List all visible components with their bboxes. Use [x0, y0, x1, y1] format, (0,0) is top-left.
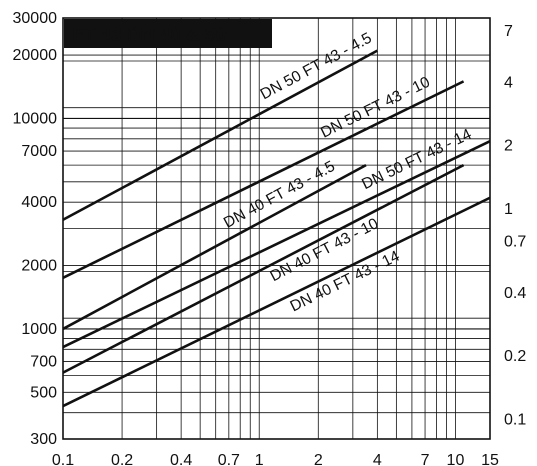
y2-tick-label: 2	[504, 138, 513, 155]
y-tick-label: 30000	[13, 10, 58, 27]
y-tick-label: 10000	[13, 110, 58, 127]
series-line	[62, 196, 491, 408]
y-tick-label: 1000	[21, 321, 57, 338]
y-tick-label: 7000	[21, 143, 57, 160]
x-tick-label: 4	[373, 452, 382, 466]
x-tick-label: 0.2	[111, 452, 133, 466]
x-tick-label: 2	[314, 452, 323, 466]
y-tick-label: 4000	[21, 194, 57, 211]
series-label: DN 40 FT 43 - 4.5	[221, 158, 338, 232]
series-line	[62, 80, 465, 279]
y2-tick-label: 4	[504, 74, 513, 91]
x-tick-label: 0.1	[52, 452, 74, 466]
y2-tick-label: 0.2	[504, 348, 526, 365]
y2-tick-label: 0.7	[504, 234, 526, 251]
title-box	[64, 19, 272, 48]
series-line	[62, 49, 378, 221]
x-tick-label: 0.4	[170, 452, 192, 466]
series-line	[62, 163, 465, 374]
series-line	[62, 139, 491, 349]
x-axis-ticks: 0.1 0.2 0.4 0.7 1 2 4 7 10 15	[52, 452, 499, 466]
y2-tick-label: 1	[504, 201, 513, 218]
grid	[63, 18, 490, 439]
series-lines	[62, 49, 491, 408]
y2-axis-ticks: 0.1 0.2 0.4 0.7 1 2 4 7	[504, 23, 526, 428]
y-tick-label: 700	[30, 354, 57, 371]
y-axis-ticks: 300 500 700 1000 2000 4000 7000 10000 20000 30000	[13, 10, 58, 448]
series-label: DN 50 FT 43 - 14	[359, 126, 474, 193]
y2-tick-label: 0.4	[504, 285, 526, 302]
x-tick-label: 0.7	[218, 452, 240, 466]
plot-frame	[62, 17, 491, 440]
x-tick-label: 15	[481, 452, 499, 466]
series-label: DN 50 FT 43 - 4.5	[258, 30, 375, 104]
x-tick-label: 7	[421, 452, 430, 466]
chart-title: FT 43 DN 40 & 50	[72, 25, 226, 46]
x-tick-label: 1	[255, 452, 264, 466]
y-tick-label: 300	[30, 431, 57, 448]
series-line	[62, 163, 367, 331]
x-tick-label: 10	[447, 452, 465, 466]
y2-tick-label: 7	[504, 23, 513, 40]
y-tick-label: 500	[30, 384, 57, 401]
y-tick-label: 2000	[21, 258, 57, 275]
y-tick-label: 20000	[13, 47, 58, 64]
y2-tick-label: 0.1	[504, 412, 526, 429]
